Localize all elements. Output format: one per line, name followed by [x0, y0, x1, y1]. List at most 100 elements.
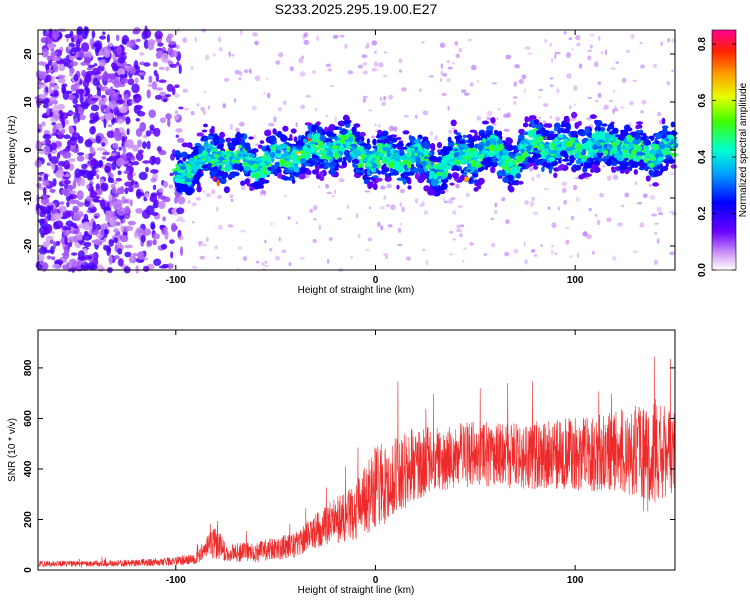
spectrogram-cell — [62, 230, 70, 237]
spectrogram-cell — [299, 158, 307, 164]
spectrogram-cell — [254, 75, 261, 82]
spectrogram-cell — [458, 150, 464, 156]
spectrogram-cell — [116, 157, 125, 167]
spectrogram-cell — [442, 73, 447, 77]
spectrogram-cell — [381, 130, 389, 137]
spectrogram-cell — [339, 34, 345, 38]
spectrogram-cell — [157, 42, 164, 47]
spectrogram-cell — [203, 137, 209, 142]
spectrogram-cell — [414, 139, 419, 143]
spectrogram-cell — [48, 29, 53, 39]
spectrogram-cell — [383, 96, 387, 101]
spectrogram-cell — [101, 142, 106, 147]
spectrogram-cell — [140, 76, 145, 80]
spectrogram-cell — [162, 216, 167, 222]
spectrogram-cell — [177, 168, 183, 174]
spectrogram-cell — [308, 148, 316, 153]
spectrogram-cell — [227, 224, 234, 228]
spectrogram-cell — [392, 144, 398, 148]
spectrogram-cell — [467, 38, 472, 42]
spectrogram-cell — [55, 123, 63, 130]
spectrogram-cell — [63, 119, 70, 125]
spectrogram-cell — [142, 141, 147, 149]
spectrogram-cell — [120, 185, 124, 193]
spectrogram-cell — [89, 119, 95, 124]
spectrogram-cell — [671, 131, 678, 136]
spectrogram-cell — [182, 88, 188, 93]
spectrogram-cell — [559, 164, 566, 169]
spectrogram-cell — [501, 149, 510, 156]
spectrogram-cell — [628, 142, 634, 149]
spectrogram-cell — [560, 124, 566, 128]
spectrogram-cell — [264, 260, 268, 264]
spectrogram-cell — [104, 228, 108, 238]
spectrogram-cell — [95, 196, 101, 199]
spectrogram-cell — [50, 156, 59, 165]
spectrogram-cell — [531, 122, 537, 128]
spectrogram-cell — [403, 115, 410, 118]
spectrogram-cell — [309, 143, 317, 149]
spectrogram-cell — [381, 158, 387, 164]
spectrogram-cell — [523, 88, 526, 94]
spectrogram-cell — [505, 54, 512, 60]
spectrogram-cell — [224, 164, 232, 172]
spectrogram-cell — [437, 151, 443, 156]
spectrogram-cell — [664, 147, 671, 151]
spectrogram-cell — [352, 161, 356, 168]
spectrogram-cell — [454, 40, 459, 46]
spectrogram-cell — [588, 207, 592, 212]
spectrogram-cell — [635, 124, 640, 130]
spectrogram-cell — [338, 126, 343, 131]
spectrogram-cell — [529, 201, 535, 207]
spectrogram-cell — [174, 196, 178, 204]
spectrogram-cell — [554, 252, 558, 255]
spectrogram-cell — [547, 130, 555, 135]
spectrogram-cell — [326, 130, 334, 137]
spectrogram-cell — [490, 166, 496, 174]
spectrogram-cell — [73, 117, 78, 125]
spectrogram-cell — [117, 94, 122, 99]
spectrogram-cell — [578, 63, 583, 69]
spectrogram-cell — [420, 160, 427, 167]
spectrogram-cell — [573, 103, 576, 106]
spectrogram-cell — [234, 69, 241, 75]
spectrogram-cell — [188, 199, 191, 205]
spectrogram-cell — [42, 134, 52, 140]
spectrogram-cell — [399, 201, 402, 208]
spectrogram-cell — [543, 123, 551, 128]
spectrogram-cell — [283, 160, 291, 168]
spectrogram-cell — [656, 238, 660, 244]
spectrogram-cell — [55, 241, 60, 247]
spectrogram-cell — [327, 68, 333, 72]
spectrogram-cell — [170, 222, 177, 233]
spectrogram-cell — [233, 98, 237, 103]
spectrogram-cell — [553, 139, 561, 145]
spectrogram-cell — [71, 36, 75, 43]
spectrogram-cell — [45, 63, 50, 70]
spectrogram-cell — [312, 154, 319, 159]
spectrogram-cell — [150, 221, 156, 230]
spectrogram-cell — [80, 61, 87, 66]
spectrogram-cell — [122, 218, 126, 224]
spectrogram-cell — [72, 98, 79, 105]
spectrogram-cell — [532, 211, 539, 216]
spectrogram-cell — [203, 90, 207, 93]
spectrogram-cell — [481, 120, 490, 125]
spectrogram-cell — [375, 155, 381, 161]
spectrogram-cell — [298, 57, 304, 64]
spectrogram-cell — [156, 50, 163, 58]
spectrogram-cell — [455, 141, 460, 145]
spectrogram-cell — [587, 55, 592, 61]
spectrogram-cell — [433, 164, 440, 170]
spectrogram-cell — [182, 37, 188, 43]
spectrogram-cell — [388, 125, 394, 132]
spectrogram-cell — [518, 79, 524, 84]
spectrogram-cell — [85, 153, 89, 160]
spectrogram-cell — [238, 246, 242, 250]
spectrogram-cell — [264, 129, 272, 137]
spectrogram-cell — [172, 50, 179, 58]
spectrogram-cell — [367, 237, 372, 242]
spectrogram-cell — [132, 30, 140, 35]
colorbar-tick-label: 0.6 — [697, 93, 708, 107]
spectrogram-cell — [383, 51, 388, 54]
